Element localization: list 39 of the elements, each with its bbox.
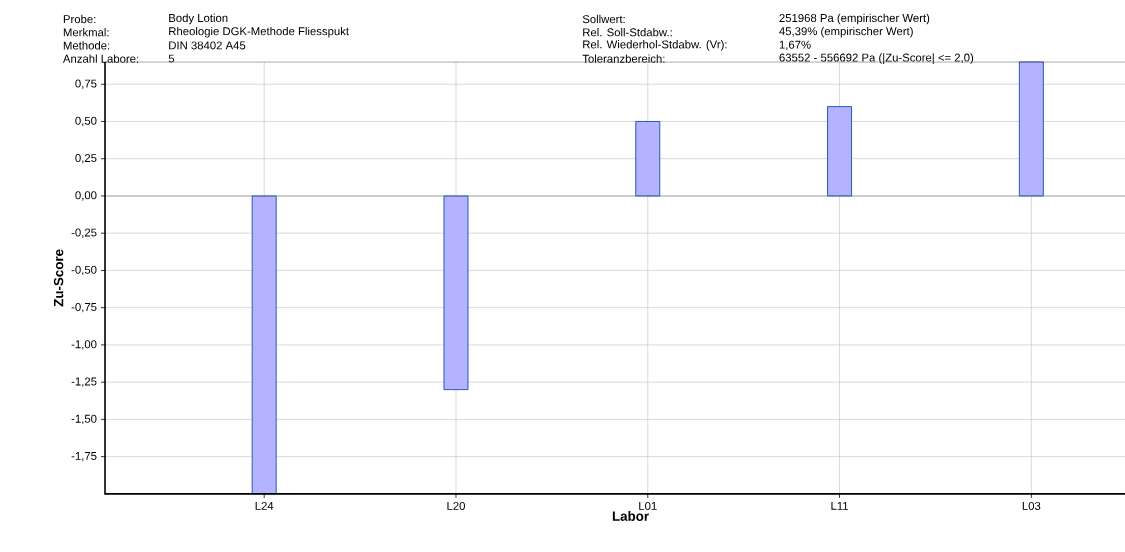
y-tick-label: -0,50: [71, 265, 97, 276]
text: Merkmal:: [63, 28, 109, 37]
text: Methode:: [63, 41, 110, 50]
text: Probe:: [63, 14, 96, 24]
y-tick-label: 0,75: [75, 79, 97, 89]
bar: [827, 106, 853, 197]
annotation: Anzahl Labore:: [62, 54, 139, 63]
x-axis-title: Labor: [612, 511, 649, 521]
text: 1,67%: [779, 40, 811, 51]
y-axis-title: Zu-Score: [53, 249, 64, 307]
bar: [1018, 61, 1044, 197]
y-tick-label: -1,50: [71, 414, 97, 425]
x-tick-label: L03: [1022, 501, 1041, 510]
text: Rheologie DGK-Methode Fliesspukt: [169, 26, 349, 38]
y-tick-label: -0,25: [71, 228, 97, 238]
y-tick-label: 0,50: [75, 116, 97, 127]
y-tick-label: -1,25: [71, 377, 97, 387]
text: DIN 38402 A45: [169, 41, 246, 50]
y-tick-label: -0,75: [71, 303, 97, 313]
bar: [251, 195, 277, 495]
text: Sollwert:: [582, 14, 625, 24]
y-tick-label: 0,00: [75, 191, 97, 201]
annotation: Toleranzbereich:: [582, 54, 665, 63]
x-tick-label: L24: [255, 501, 274, 510]
x-tick-label: L20: [447, 501, 465, 510]
text: Rel. Wiederhol-Stdabw. (Vr):: [583, 40, 727, 51]
bar: [443, 195, 469, 391]
bar: [635, 121, 661, 197]
annotation: 5: [168, 54, 175, 63]
text: Body Lotion: [169, 13, 228, 25]
y-tick-label: 0,25: [75, 154, 97, 164]
x-tick-label: L11: [831, 501, 849, 510]
text: Rel. Soll-Stdabw.:: [583, 28, 672, 37]
y-tick-label: -1,75: [71, 452, 97, 462]
y-tick-label: -1,00: [71, 340, 97, 350]
annotation: 63552 - 556692 Pa (|Zu-Score| <= 2,0): [779, 53, 974, 64]
text: 45,39% (empirischer Wert): [779, 26, 913, 38]
text: 251968 Pa (empirischer Wert): [779, 13, 930, 25]
x-tick-label: L01: [639, 501, 657, 510]
